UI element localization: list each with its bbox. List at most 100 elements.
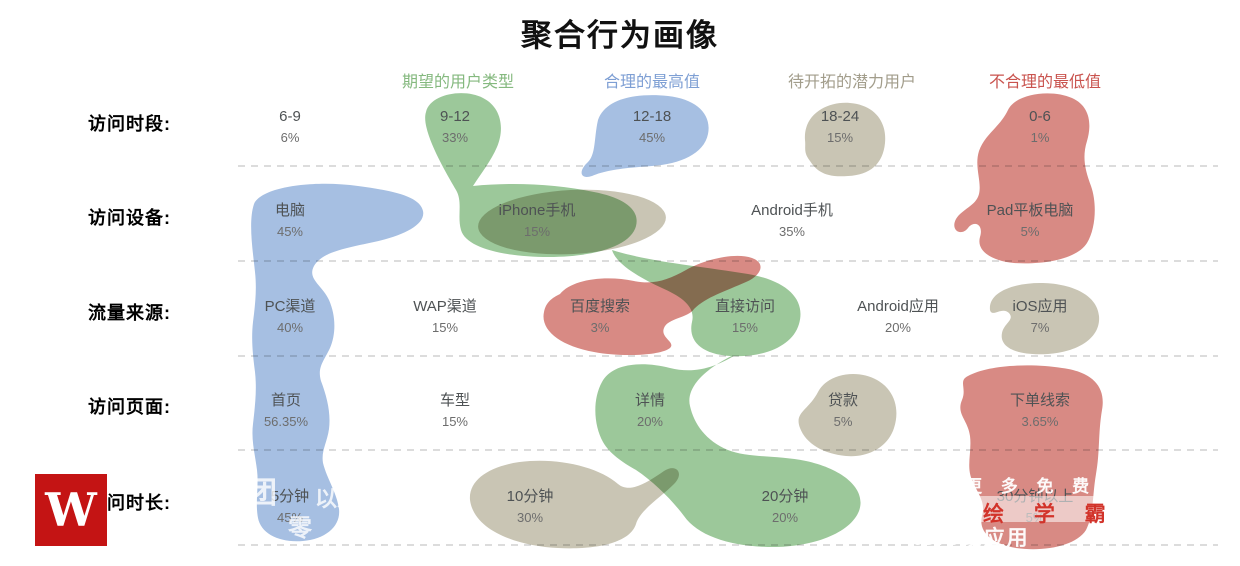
blob-left-snake [251,183,424,542]
item-value: 15% [523,224,551,239]
legend-max: 合理的最高值 [603,74,701,91]
item-4-2: 20分钟 20% [762,486,809,528]
blob-9-12-iphone [425,93,637,257]
blob-group-max [251,95,709,542]
watermark-band [897,496,1240,522]
item-2-5: iOS应用 7% [1012,296,1067,338]
watermark-right-line3: tore或应用 [913,527,1030,550]
item-value: 30% [516,510,544,525]
row-label-4: 访问时长: [88,493,171,513]
item-value: 20% [636,414,664,429]
blob-12-18 [581,95,709,177]
row-label-3: 访问页面: [88,397,171,417]
item-name: 百度搜索 [569,298,631,315]
item-2-4: Android应用 20% [857,296,939,338]
watermark-logo-letter: W [45,483,97,537]
item-name: 下单线索 [1009,392,1071,409]
watermark-right-line1: 更 多 免 费 [965,477,1097,496]
item-name: 直接访问 [714,298,776,315]
item-3-2: 详情 20% [635,390,665,432]
item-value: 35% [778,224,806,239]
item-value: 20% [884,320,912,335]
item-3-3: 贷款 5% [828,390,858,432]
item-value: 15% [431,320,459,335]
item-name: 车型 [439,392,471,409]
item-value: 6% [280,130,300,145]
item-name: 12-18 [632,108,672,125]
row-label-1: 访问设备: [88,208,171,228]
watermark-faint-3: 零 [288,515,312,542]
watermark-faint-2: 以人 [315,486,360,511]
watermark-logo: W [35,474,107,546]
item-0-0: 6-9 6% [279,106,301,148]
item-value: 20% [771,510,799,525]
item-name: 18-24 [820,108,860,125]
item-3-4: 下单线索 3.65% [1010,390,1070,432]
item-name: iPhone手机 [498,202,576,219]
item-value: 56.35% [263,414,309,429]
blob-ios-app [989,283,1100,355]
item-name: Pad平板电脑 [986,202,1074,219]
item-name: 0-6 [1029,108,1051,125]
item-4-1: 10分钟 30% [507,486,554,528]
blob-baidu-search [543,255,761,356]
item-value: 45% [638,130,666,145]
item-value: 45% [276,224,304,239]
blob-18-24 [804,102,886,177]
item-0-2: 12-18 45% [633,106,671,148]
item-value: 3.65% [1021,414,1059,429]
item-2-0: PC渠道 40% [265,296,316,338]
blob-detail-20min [595,352,861,548]
item-name: 首页 [270,392,301,409]
item-value: 33% [441,130,469,145]
item-value: 5% [833,414,853,429]
item-1-3: Pad平板电脑 5% [987,200,1074,242]
item-2-2: 百度搜索 3% [570,296,630,338]
item-value: 7% [1030,320,1050,335]
item-value: 15% [826,130,854,145]
item-value: 3% [590,320,610,335]
item-name: 9-12 [439,108,471,125]
item-name: 贷款 [827,392,859,409]
item-value: 40% [276,320,304,335]
item-name: WAP渠道 [413,298,477,315]
item-value: 15% [441,414,469,429]
item-4-0: 5分钟 45% [271,486,309,528]
item-0-3: 18-24 15% [821,106,859,148]
item-name: 10分钟 [506,488,554,505]
blob-loan [798,373,897,457]
row-label-0: 访问时段: [88,114,171,134]
item-name: PC渠道 [264,298,316,315]
item-name: Android手机 [751,202,833,219]
item-1-0: 电脑 45% [275,200,305,242]
item-3-0: 首页 56.35% [264,390,308,432]
blob-10min [469,460,679,549]
item-value: 5% [1020,224,1040,239]
item-value: 15% [731,320,759,335]
legend-expected: 期望的用户类型 [401,74,515,91]
page-title: 聚合行为画像 [521,18,719,53]
item-1-2: Android手机 35% [751,200,833,242]
item-0-4: 0-6 1% [1029,106,1051,148]
item-value: 1% [1030,130,1050,145]
item-0-1: 9-12 33% [440,106,470,148]
item-name: 电脑 [274,202,306,219]
row-label-2: 流量来源: [88,303,171,323]
blob-0-6-pad [954,93,1095,264]
item-name: 6-9 [279,108,301,125]
item-1-1: iPhone手机 15% [499,200,576,242]
item-2-1: WAP渠道 15% [413,296,477,338]
item-name: 详情 [634,392,666,409]
item-name: Android应用 [857,298,939,315]
legend-min: 不合理的最低值 [988,74,1102,91]
watermark-faint-1: 团 [247,477,277,510]
item-value: 45% [276,510,304,525]
item-2-3: 直接访问 15% [715,296,775,338]
legend-potential: 待开拓的潜力用户 [787,74,917,91]
item-name: 5分钟 [270,488,310,505]
item-name: 20分钟 [761,488,809,505]
item-3-1: 车型 15% [440,390,470,432]
watermark-right-line2: 绘 学 霸 [983,503,1118,526]
item-name: iOS应用 [1012,298,1068,315]
